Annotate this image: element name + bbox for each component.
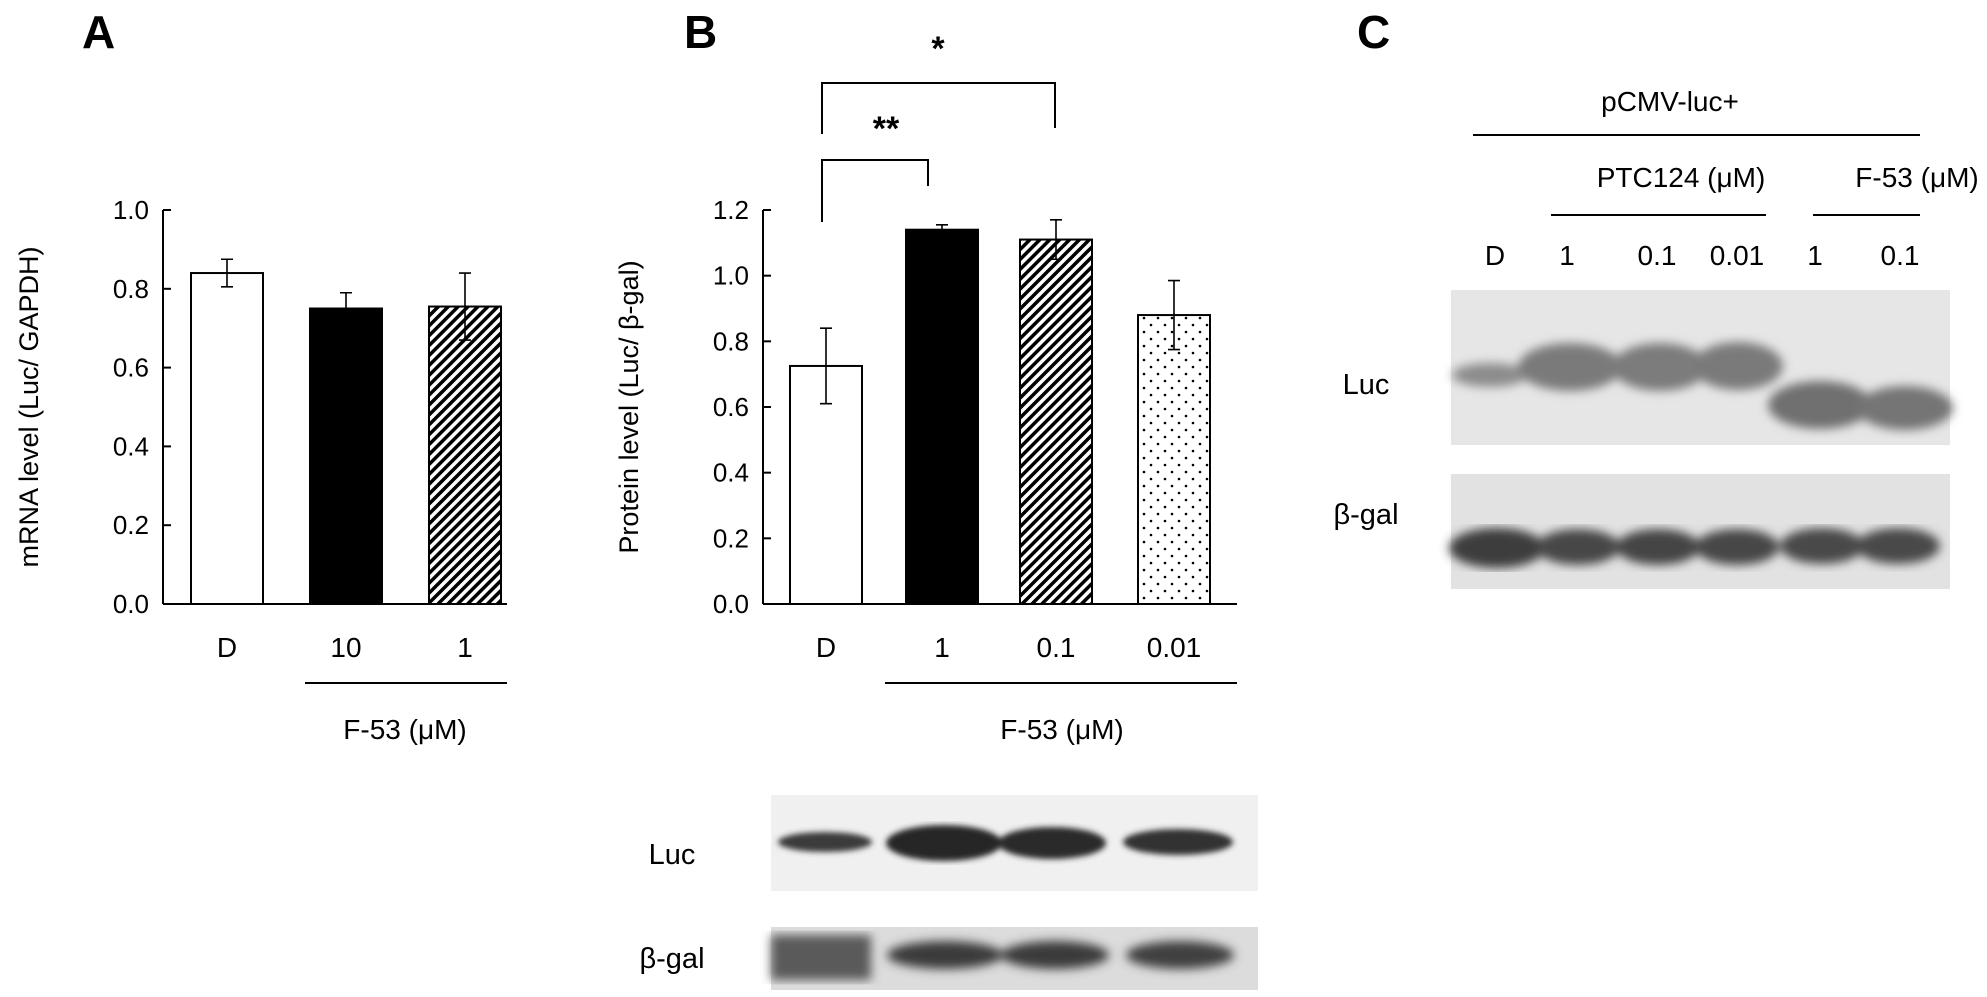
- charta-category-label: 1: [457, 632, 473, 663]
- blot-c-bgal-bands: [1449, 528, 1940, 568]
- significance-bracket-inner: [821, 159, 929, 222]
- charta-error-bar: [459, 272, 471, 341]
- blot-c-group-ptc124: PTC124 (μM): [1597, 162, 1766, 193]
- chartb-error-bar: [936, 223, 948, 236]
- chartb-ytick-label: 0.8: [713, 326, 749, 356]
- panel-label-c: C: [1357, 6, 1390, 58]
- chartb-ytick-label: 1.0: [713, 261, 749, 291]
- blot-c-group-f53: F-53 (μM): [1855, 162, 1978, 193]
- blot-c-lane-label: 0.01: [1710, 240, 1765, 271]
- chart-a-ylabel: mRNA level (Luc/ GAPDH): [14, 246, 44, 567]
- blot-c-lane-label: 1: [1807, 240, 1823, 271]
- blot-c-lane-labels: D 1 0.1 0.01 1 0.1: [1485, 240, 1920, 271]
- blot-c-lane-label: D: [1485, 240, 1505, 271]
- blot-b-luc-label: Luc: [649, 839, 696, 871]
- blot-c-lane-label: 0.1: [1881, 240, 1920, 271]
- significance-marker-outer: *: [931, 30, 945, 68]
- chartb-error-bar: [1168, 279, 1180, 351]
- chart-b: Protein level (Luc/ β-gal) 0.0 0.2 0.4 0.6 0…: [614, 30, 1237, 745]
- charta-category-label: 10: [330, 632, 361, 663]
- chartb-ytick-label: 0.6: [713, 392, 749, 422]
- blot-c-lane-label: 0.1: [1638, 240, 1677, 271]
- charta-bar: [428, 305, 502, 605]
- charta-ytick-label: 0.8: [113, 274, 149, 304]
- charta-error-bar: [221, 258, 233, 288]
- blot-b: Luc β-gal: [639, 795, 1258, 990]
- blot-b-bgal-label: β-gal: [639, 943, 704, 975]
- chartb-ytick-label: 1.2: [713, 195, 749, 225]
- charta-category-label: D: [217, 632, 237, 663]
- chartb-bar: [1137, 314, 1211, 605]
- significance-bracket-outer: [821, 82, 1056, 134]
- chart-a: mRNA level (Luc/ GAPDH) 0.0 0.2 0.4 0.6 0.8 1…: [14, 195, 507, 745]
- charta-ytick-label: 1.0: [113, 195, 149, 225]
- blot-c-bgal-membrane: [1451, 474, 1950, 589]
- charta-bar: [309, 307, 383, 605]
- chart-b-ylabel: Protein level (Luc/ β-gal): [614, 260, 644, 553]
- charta-ytick-label: 0.4: [113, 431, 149, 461]
- charta-ytick-label: 0.2: [113, 510, 149, 540]
- charta-ytick-label: 0.6: [113, 353, 149, 383]
- blot-c-luc-label: Luc: [1343, 369, 1390, 401]
- panel-label-a: A: [82, 6, 115, 58]
- charta-error-bar: [340, 291, 352, 326]
- blot-c-header: pCMV-luc+: [1601, 86, 1739, 117]
- chart-b-group-label: F-53 (μM): [1000, 714, 1123, 745]
- chartb-ytick-label: 0.2: [713, 523, 749, 553]
- chartb-ytick-label: 0.4: [713, 458, 749, 488]
- chartb-bar: [905, 228, 979, 605]
- significance-marker-inner: **: [873, 110, 900, 148]
- blot-c-luc-bands: [1452, 342, 1953, 430]
- blot-b-luc-bands: [778, 825, 1233, 861]
- chart-a-group-label: F-53 (μM): [343, 714, 466, 745]
- chartb-bar: [789, 364, 863, 606]
- charta-bar: [190, 272, 264, 605]
- blot-c-lane-label: 1: [1559, 240, 1575, 271]
- panel-label-b: B: [684, 6, 717, 58]
- chartb-category-label: D: [816, 632, 836, 663]
- chartb-category-label: 0.1: [1037, 632, 1076, 663]
- chartb-ytick-label: 0.0: [713, 589, 749, 619]
- chartb-category-label: 0.01: [1147, 632, 1202, 663]
- charta-ytick-label: 0.0: [113, 589, 149, 619]
- blot-c-bgal-label: β-gal: [1333, 499, 1398, 531]
- chartb-error-bar: [820, 327, 832, 405]
- blot-c: pCMV-luc+ PTC124 (μM) F-53 (μM) D 1 0.1 …: [1333, 86, 1979, 589]
- chartb-error-bar: [1050, 219, 1062, 261]
- blot-b-bgal-bands: [771, 935, 1234, 980]
- chartb-bar: [1019, 238, 1093, 606]
- chartb-category-label: 1: [934, 632, 950, 663]
